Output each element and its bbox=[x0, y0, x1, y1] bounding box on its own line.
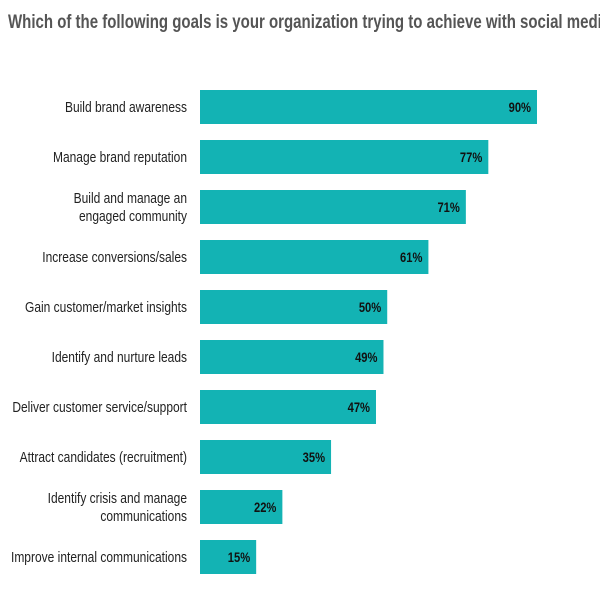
bar bbox=[200, 440, 332, 474]
bar bbox=[200, 540, 257, 574]
bar bbox=[200, 390, 376, 424]
category-label: Build and manage an bbox=[74, 190, 187, 207]
data-label: 77% bbox=[460, 150, 482, 165]
category-label: Attract candidates (recruitment) bbox=[20, 449, 187, 466]
data-label: 35% bbox=[303, 450, 325, 465]
category-label: Build brand awareness bbox=[65, 99, 187, 116]
category-label: Deliver customer service/support bbox=[12, 399, 187, 416]
data-label: 47% bbox=[348, 400, 370, 415]
bar bbox=[200, 290, 388, 324]
category-label: engaged community bbox=[79, 208, 187, 225]
category-label: Increase conversions/sales bbox=[42, 249, 187, 266]
data-label: 90% bbox=[509, 100, 531, 115]
category-label: Manage brand reputation bbox=[53, 149, 187, 166]
category-label: Improve internal communications bbox=[11, 549, 187, 566]
data-label: 61% bbox=[400, 250, 422, 265]
chart-title: Which of the following goals is your org… bbox=[8, 12, 600, 33]
data-label: 49% bbox=[355, 350, 377, 365]
data-label: 50% bbox=[359, 300, 381, 315]
data-label: 15% bbox=[228, 550, 250, 565]
data-label: 22% bbox=[254, 500, 276, 515]
bar bbox=[200, 140, 489, 174]
category-label: communications bbox=[100, 508, 187, 525]
category-label: Identify crisis and manage bbox=[48, 490, 187, 507]
bar bbox=[200, 190, 466, 224]
bar bbox=[200, 490, 283, 524]
bar bbox=[200, 90, 537, 124]
category-label: Gain customer/market insights bbox=[25, 299, 187, 316]
data-label: 71% bbox=[437, 200, 459, 215]
category-label: Identify and nurture leads bbox=[52, 349, 188, 366]
bar bbox=[200, 240, 429, 274]
bar bbox=[200, 340, 384, 374]
